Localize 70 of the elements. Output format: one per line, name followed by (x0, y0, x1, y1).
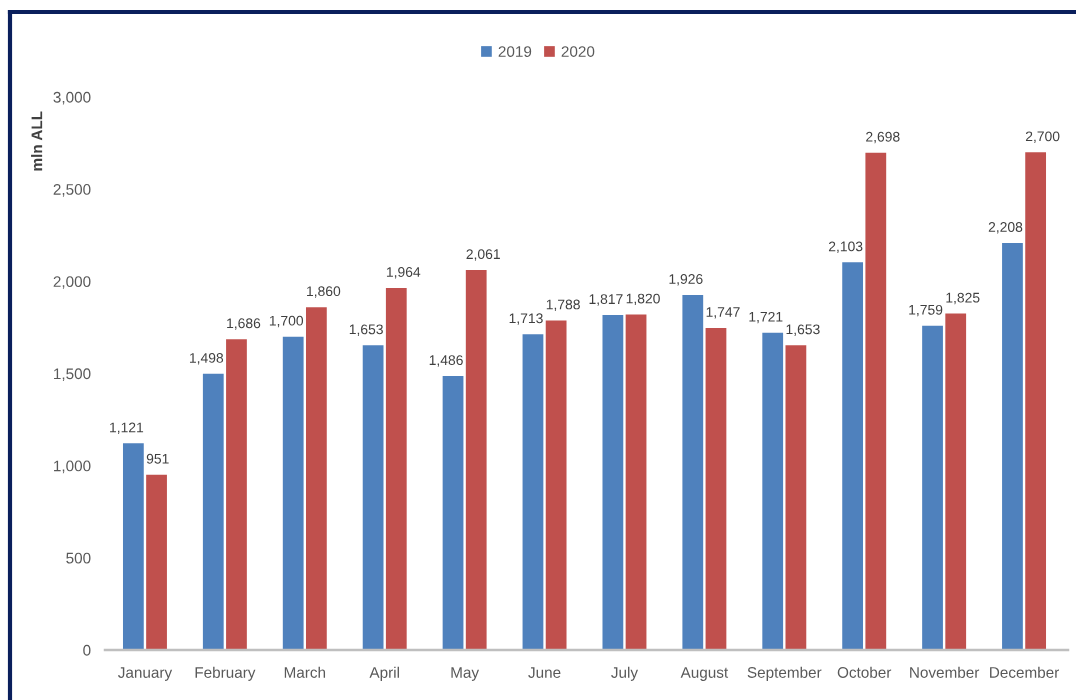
y-tick-label: 3,000 (53, 91, 91, 105)
data-label: 2,103 (828, 241, 863, 253)
x-tick-label: December (990, 666, 1060, 678)
bar (1002, 242, 1023, 650)
data-label: 1,825 (946, 292, 980, 305)
x-tick-label: September (747, 666, 822, 681)
bar (922, 325, 943, 650)
x-tick-label: October (837, 666, 892, 678)
y-tick-label: 1,500 (54, 368, 91, 381)
y-tick-label: 0 (83, 644, 91, 656)
bar (282, 336, 304, 650)
bar (545, 320, 567, 650)
legend-label: 2020 (561, 46, 595, 57)
bar (705, 327, 727, 650)
data-label: 1,700 (269, 315, 304, 328)
data-label: 1,747 (706, 307, 740, 319)
x-tick-label: January (118, 667, 173, 681)
x-tick-label: August (680, 667, 729, 681)
bar (202, 373, 224, 650)
bar (522, 334, 544, 650)
data-label: 1,860 (307, 286, 341, 298)
x-tick-label: July (611, 666, 639, 681)
data-label: 1,498 (189, 352, 224, 365)
data-label: 1,964 (386, 267, 421, 279)
bar (465, 270, 487, 650)
bar (602, 315, 624, 650)
data-label: 2,700 (1025, 131, 1060, 143)
y-axis-title: mln ALL (31, 111, 43, 171)
y-tick-label: 1,000 (54, 460, 91, 474)
data-label: 951 (146, 453, 169, 464)
y-tick-label: 2,000 (53, 276, 91, 289)
bar (146, 474, 167, 650)
bar (1025, 152, 1047, 650)
x-tick-label: April (369, 666, 399, 681)
data-label: 1,486 (429, 355, 463, 367)
bar (362, 345, 384, 650)
data-label: 1,759 (909, 304, 943, 317)
data-label: 1,926 (669, 274, 703, 286)
bar (682, 294, 704, 650)
bar (442, 376, 464, 650)
bar (842, 262, 864, 650)
data-label: 1,686 (227, 318, 261, 330)
data-label: 1,713 (509, 313, 543, 325)
data-label: 2,208 (988, 222, 1023, 234)
x-tick-label: November (910, 666, 980, 678)
x-tick-label: March (284, 666, 326, 678)
data-label: 2,698 (866, 131, 900, 144)
data-label: 1,820 (626, 293, 660, 306)
bar (785, 345, 807, 650)
data-label: 1,788 (546, 299, 580, 312)
data-label: 2,061 (466, 249, 500, 261)
bar (305, 307, 327, 650)
data-label: 1,121 (110, 422, 144, 434)
data-label: 1,721 (749, 311, 783, 324)
legend-label: 2019 (498, 46, 532, 57)
x-tick-label: February (195, 666, 256, 681)
y-tick-label: 500 (66, 552, 91, 564)
x-tick-label: June (528, 667, 561, 678)
bar (945, 313, 967, 650)
bar (385, 287, 407, 650)
bar (762, 332, 784, 650)
bar (865, 152, 887, 650)
y-tick-label: 2,500 (53, 184, 91, 197)
data-label: 1,653 (349, 324, 383, 336)
bar (226, 339, 247, 650)
bar (122, 443, 144, 650)
bar (625, 314, 647, 650)
x-tick-label: May (451, 667, 480, 681)
data-label: 1,817 (589, 294, 623, 306)
data-label: 1,653 (786, 324, 820, 336)
